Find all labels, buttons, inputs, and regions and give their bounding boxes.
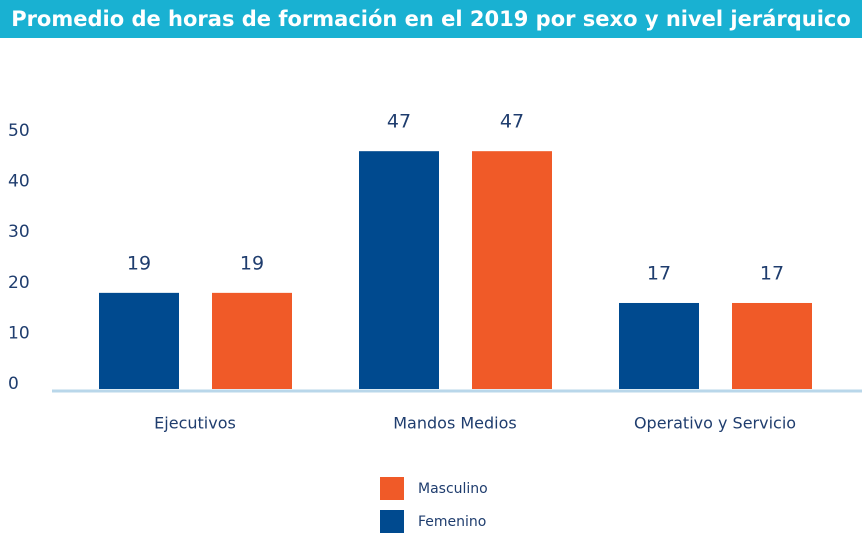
title-banner [0,0,862,38]
x-tick-label: Ejecutivos [154,414,236,433]
bar [732,302,812,389]
value-label: 17 [760,262,784,284]
value-label: 19 [240,252,264,274]
y-tick-label: 30 [8,222,30,242]
x-tick-label: Operativo y Servicio [634,414,796,433]
bar [472,151,552,389]
legend-label: Masculino [418,481,488,497]
legend-label: Femenino [418,514,486,530]
bar [212,292,292,389]
value-label: 47 [500,111,524,133]
value-label: 47 [387,111,411,133]
x-tick-label: Mandos Medios [393,414,517,433]
bar [619,302,699,389]
y-tick-label: 40 [8,172,30,192]
legend-swatch [380,510,404,533]
value-label: 19 [127,252,151,274]
y-tick-label: 20 [8,273,30,293]
legend-swatch [380,477,404,500]
y-tick-label: 0 [8,374,19,394]
value-label: 17 [647,262,671,284]
bar [359,151,439,389]
chart-title: Promedio de horas de formación en el 201… [11,7,851,31]
bar [99,292,179,389]
y-tick-label: 50 [8,121,30,141]
y-tick-label: 10 [8,323,30,343]
